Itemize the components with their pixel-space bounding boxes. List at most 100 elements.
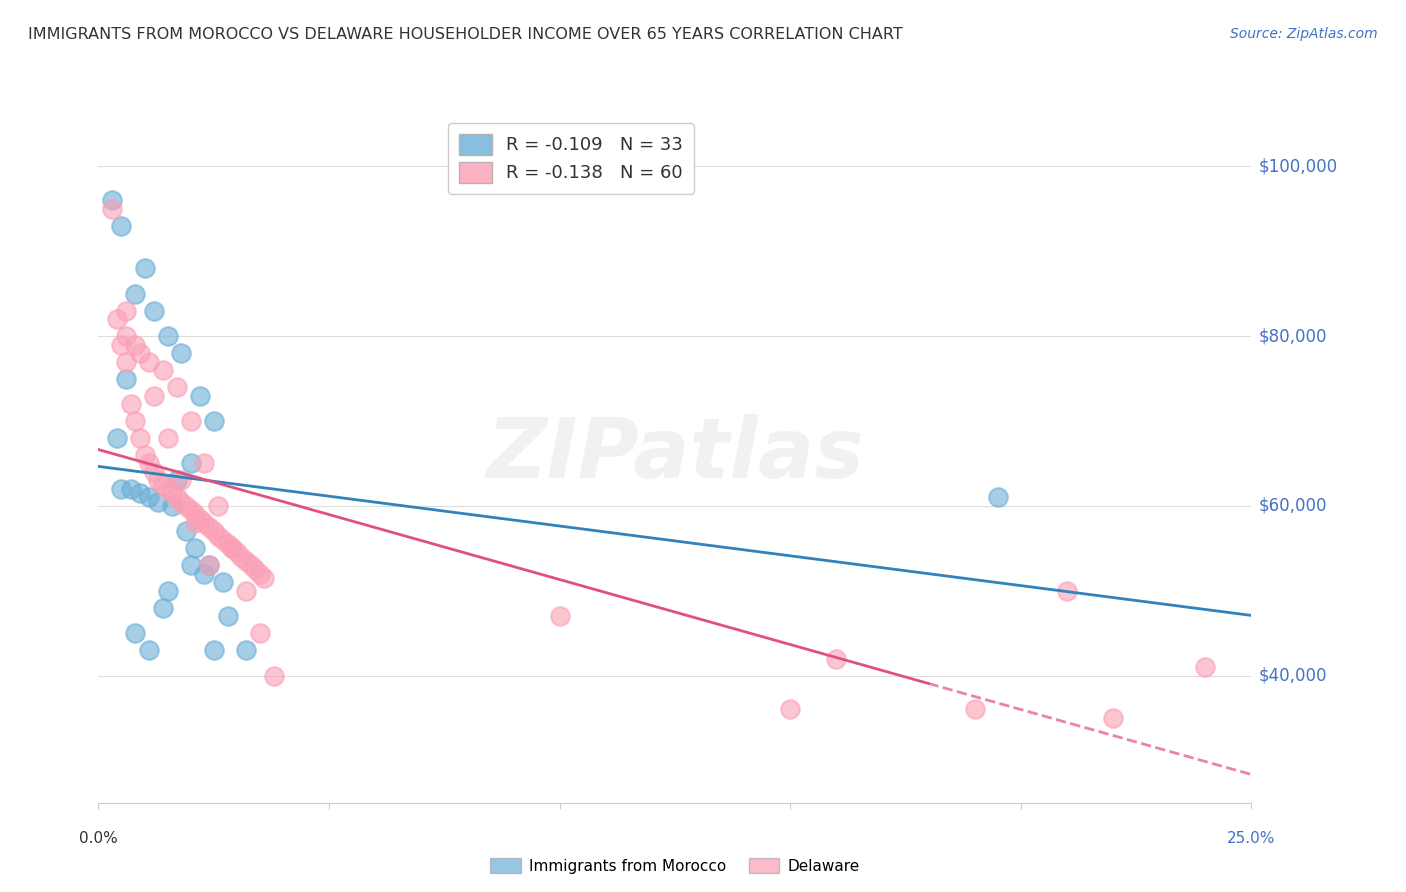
- Point: [152, 477, 174, 491]
- Point: [235, 583, 257, 598]
- Point: [124, 286, 146, 301]
- Point: [160, 486, 183, 500]
- Point: [152, 600, 174, 615]
- Point: [249, 626, 271, 640]
- Point: [188, 388, 211, 402]
- Point: [202, 524, 225, 539]
- Point: [110, 219, 132, 233]
- Text: $40,000: $40,000: [1258, 666, 1327, 684]
- Point: [142, 465, 165, 479]
- Point: [166, 474, 188, 488]
- Point: [253, 571, 276, 585]
- Text: $100,000: $100,000: [1258, 157, 1337, 176]
- Point: [115, 329, 138, 343]
- Point: [180, 558, 202, 573]
- Text: Source: ZipAtlas.com: Source: ZipAtlas.com: [1230, 27, 1378, 41]
- Point: [134, 448, 156, 462]
- Point: [129, 431, 152, 445]
- Point: [825, 651, 848, 665]
- Point: [180, 503, 202, 517]
- Point: [235, 554, 257, 568]
- Point: [105, 431, 128, 445]
- Point: [134, 261, 156, 276]
- Point: [198, 520, 221, 534]
- Text: $80,000: $80,000: [1258, 327, 1327, 345]
- Point: [156, 583, 179, 598]
- Point: [120, 482, 142, 496]
- Point: [129, 346, 152, 360]
- Point: [101, 194, 124, 208]
- Point: [148, 474, 170, 488]
- Point: [110, 337, 132, 351]
- Point: [193, 457, 215, 471]
- Text: IMMIGRANTS FROM MOROCCO VS DELAWARE HOUSEHOLDER INCOME OVER 65 YEARS CORRELATION: IMMIGRANTS FROM MOROCCO VS DELAWARE HOUS…: [28, 27, 903, 42]
- Point: [138, 491, 160, 505]
- Point: [180, 414, 202, 428]
- Point: [184, 508, 207, 522]
- Legend: Immigrants from Morocco, Delaware: Immigrants from Morocco, Delaware: [484, 852, 866, 880]
- Point: [138, 643, 160, 657]
- Point: [184, 516, 207, 530]
- Point: [779, 702, 801, 716]
- Point: [156, 482, 179, 496]
- Point: [160, 499, 183, 513]
- Point: [202, 414, 225, 428]
- Point: [174, 499, 197, 513]
- Point: [1056, 583, 1078, 598]
- Point: [124, 414, 146, 428]
- Point: [170, 494, 193, 508]
- Point: [235, 643, 257, 657]
- Point: [263, 668, 285, 682]
- Point: [148, 494, 170, 508]
- Point: [212, 575, 235, 590]
- Point: [217, 609, 239, 624]
- Point: [166, 491, 188, 505]
- Point: [193, 516, 215, 530]
- Text: ZIPatlas: ZIPatlas: [486, 415, 863, 495]
- Point: [987, 491, 1010, 505]
- Text: 25.0%: 25.0%: [1227, 830, 1275, 846]
- Point: [120, 397, 142, 411]
- Point: [245, 562, 267, 576]
- Point: [174, 524, 197, 539]
- Point: [1194, 660, 1216, 674]
- Point: [202, 643, 225, 657]
- Point: [239, 558, 262, 573]
- Point: [1102, 711, 1125, 725]
- Point: [217, 537, 239, 551]
- Point: [124, 626, 146, 640]
- Point: [548, 609, 571, 624]
- Point: [207, 499, 229, 513]
- Point: [188, 511, 211, 525]
- Point: [198, 558, 221, 573]
- Point: [193, 566, 215, 581]
- Point: [156, 431, 179, 445]
- Point: [249, 566, 271, 581]
- Point: [207, 528, 229, 542]
- Point: [156, 329, 179, 343]
- Point: [170, 474, 193, 488]
- Point: [198, 558, 221, 573]
- Point: [212, 533, 235, 547]
- Text: $60,000: $60,000: [1258, 497, 1327, 515]
- Point: [152, 363, 174, 377]
- Point: [142, 303, 165, 318]
- Point: [231, 549, 253, 564]
- Point: [124, 337, 146, 351]
- Point: [138, 457, 160, 471]
- Point: [221, 541, 243, 556]
- Point: [115, 354, 138, 368]
- Point: [115, 371, 138, 385]
- Point: [166, 380, 188, 394]
- Point: [225, 545, 247, 559]
- Point: [963, 702, 986, 716]
- Text: 0.0%: 0.0%: [79, 830, 118, 846]
- Point: [142, 388, 165, 402]
- Point: [170, 346, 193, 360]
- Point: [115, 303, 138, 318]
- Point: [184, 541, 207, 556]
- Point: [180, 457, 202, 471]
- Point: [110, 482, 132, 496]
- Point: [105, 312, 128, 326]
- Point: [129, 486, 152, 500]
